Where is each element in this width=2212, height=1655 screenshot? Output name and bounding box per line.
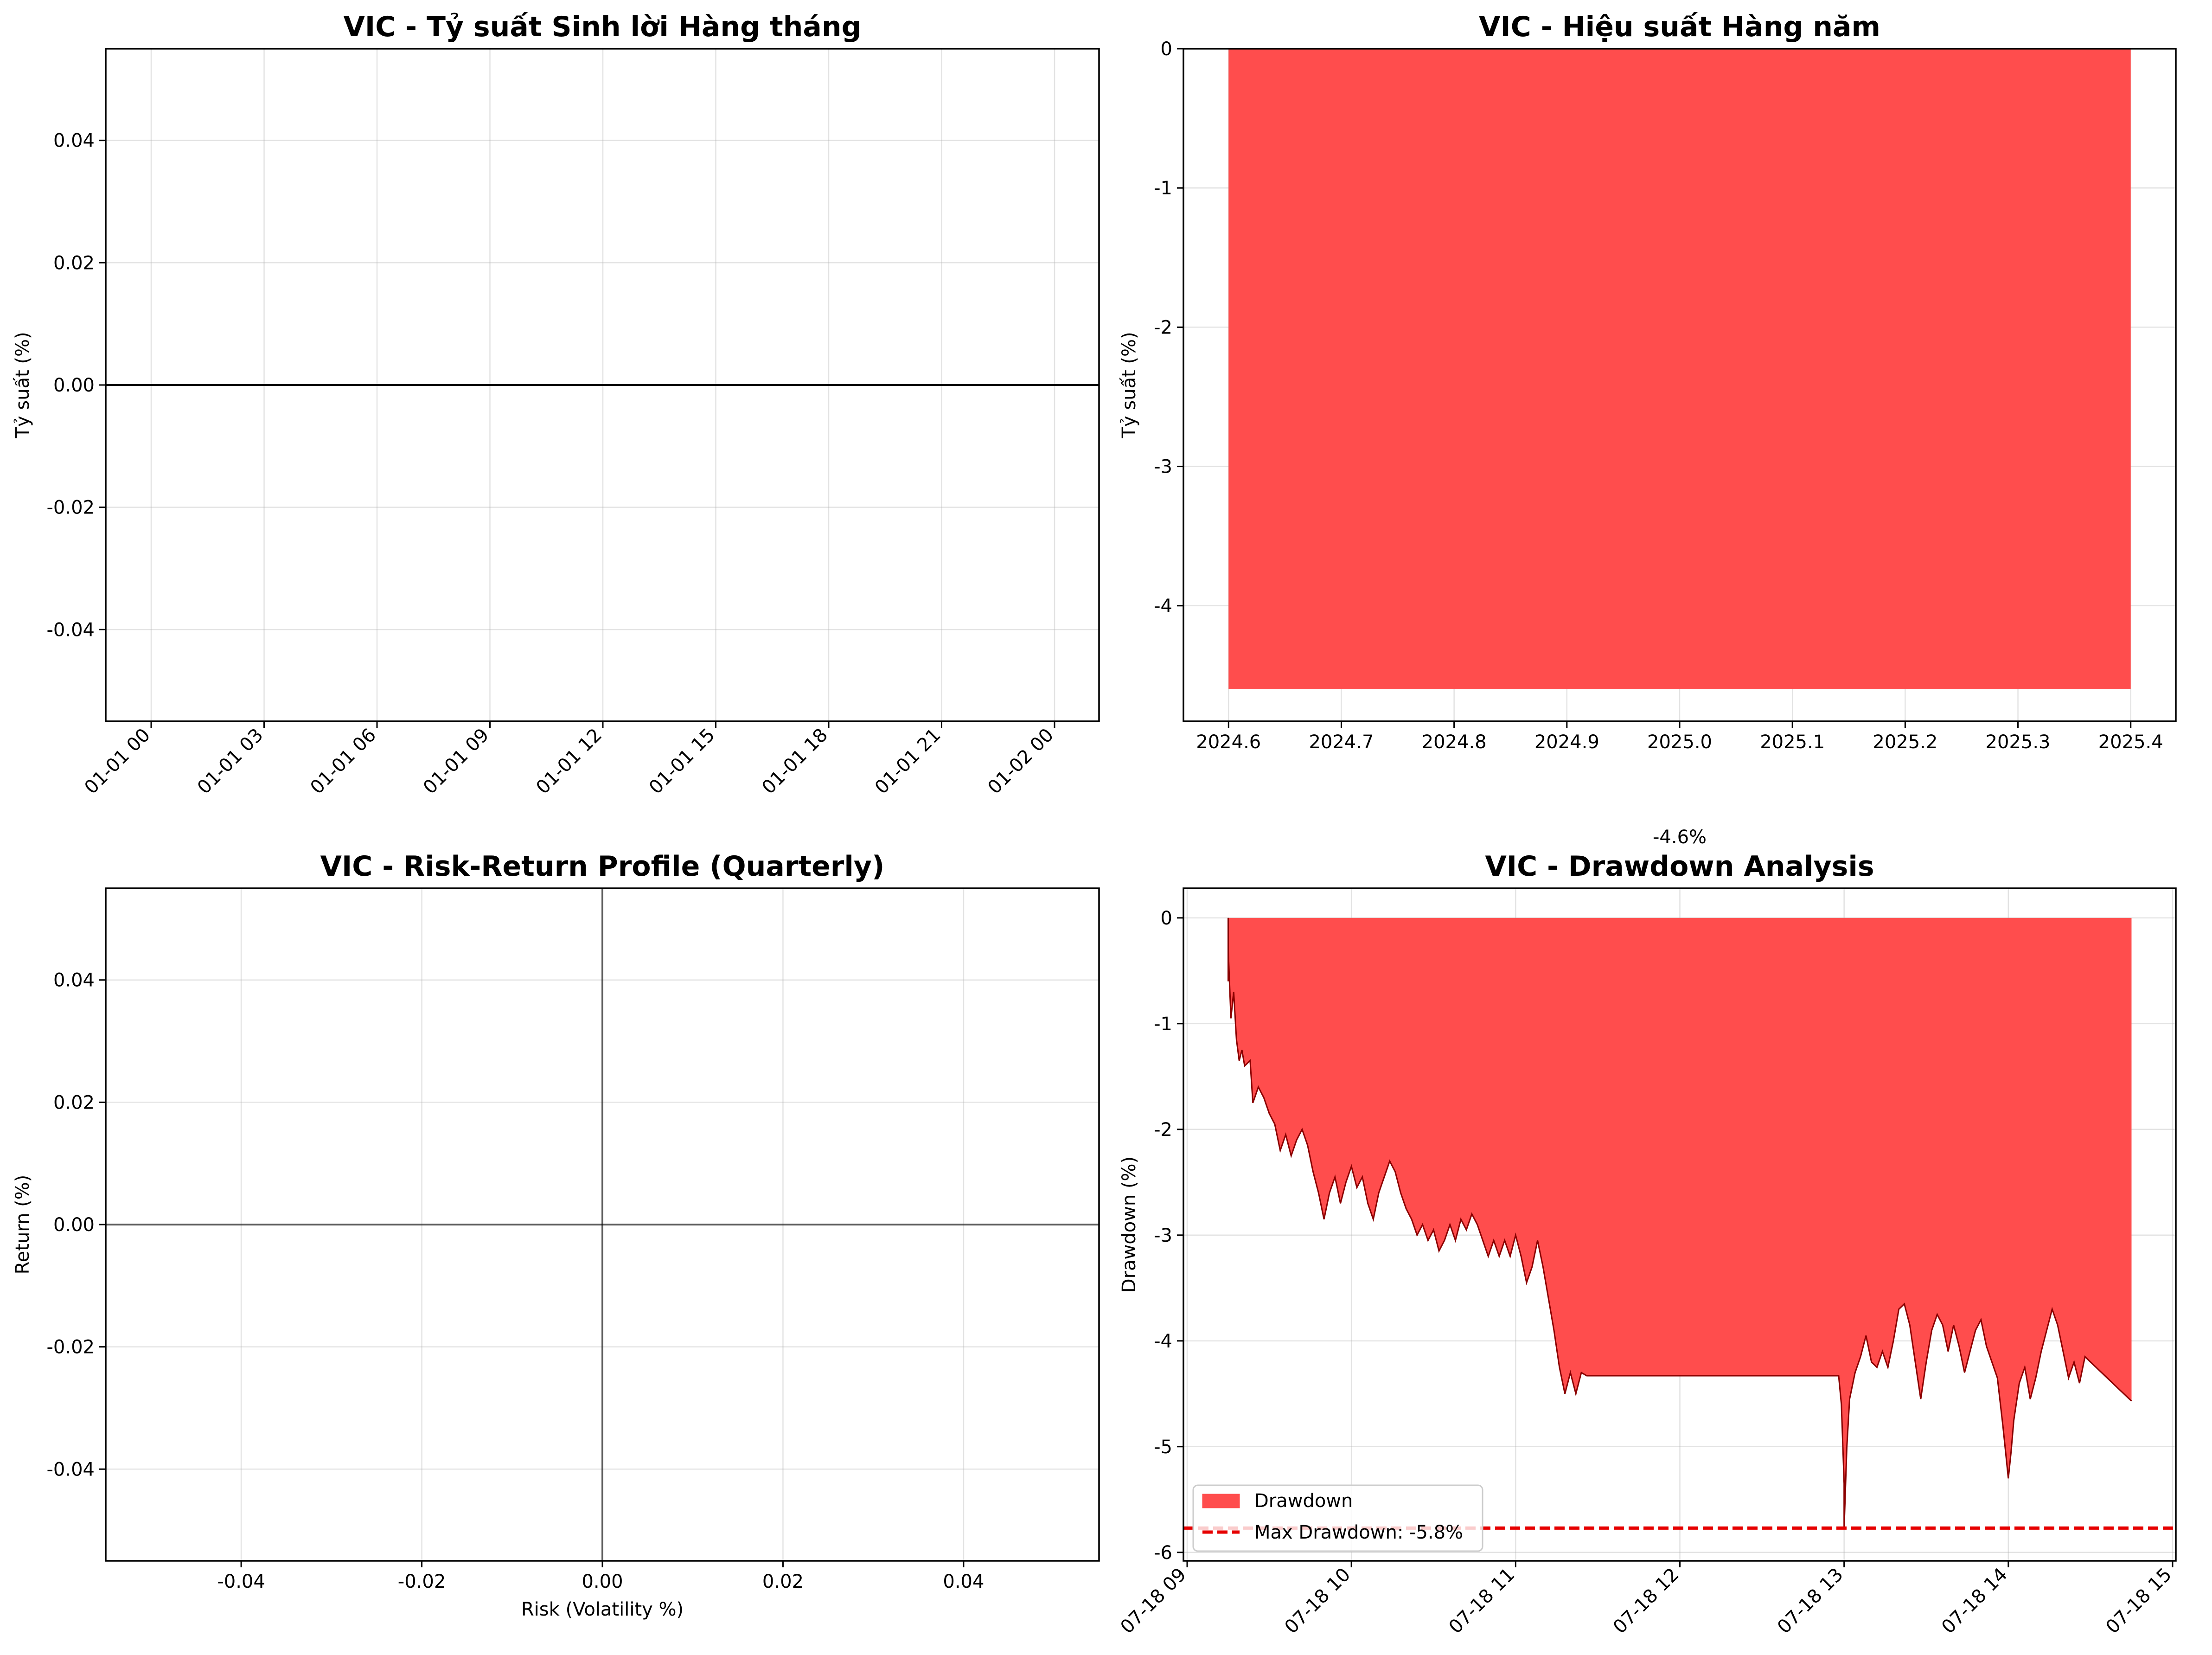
ytick-label: -3 bbox=[1154, 456, 1172, 478]
xtick-label: 01-01 18 bbox=[758, 725, 832, 799]
xtick-label: 01-01 03 bbox=[193, 725, 268, 799]
annual-bar bbox=[1228, 49, 2131, 689]
xtick-label: 07-18 11 bbox=[1445, 1564, 1519, 1638]
xtick-label: 01-01 12 bbox=[532, 725, 606, 799]
ytick-label: 0.04 bbox=[53, 130, 95, 152]
annual-ylabel: Tỷ suất (%) bbox=[1119, 332, 1140, 438]
xtick-label: 01-01 00 bbox=[80, 725, 154, 799]
xtick-label: 2024.6 bbox=[1196, 731, 1261, 753]
drawdown-ylabel: Drawdown (%) bbox=[1119, 1156, 1140, 1293]
riskreturn-ylabel: Return (%) bbox=[12, 1175, 33, 1275]
monthly-title: VIC - Tỷ suất Sinh lời Hàng tháng bbox=[343, 11, 861, 43]
legend-label-max-drawdown: Max Drawdown: -5.8% bbox=[1254, 1522, 1463, 1543]
ytick-label: 0.02 bbox=[53, 1092, 95, 1113]
xtick-label: 07-18 14 bbox=[1937, 1564, 2012, 1638]
ytick-label: 0.00 bbox=[53, 375, 95, 396]
xtick-label: 07-18 13 bbox=[1773, 1564, 1848, 1638]
ytick-label: -0.04 bbox=[47, 619, 95, 641]
xtick-label: -0.02 bbox=[398, 1571, 446, 1592]
drawdown-area bbox=[1228, 917, 2132, 1528]
xtick-label: 01-01 21 bbox=[871, 725, 945, 799]
xtick-label: 01-01 09 bbox=[419, 725, 493, 799]
xtick-label: 07-18 10 bbox=[1281, 1564, 1355, 1638]
ytick-label: 0.00 bbox=[53, 1214, 95, 1236]
riskreturn-ticks: 0.04 0.02 0.00 -0.02 -0.04 -0.04 -0.02 0.00 0.02… bbox=[47, 970, 985, 1592]
xtick-label: 2024.8 bbox=[1422, 731, 1487, 753]
xtick-label: 0.00 bbox=[582, 1571, 623, 1592]
xtick-label: 2025.2 bbox=[1873, 731, 1937, 753]
annual-ticks: 0 -1 -2 -3 -4 2024.6 2024.7 2024.8 2024.9 2025.0 2… bbox=[1154, 38, 2163, 753]
xtick-label: -0.04 bbox=[217, 1571, 265, 1592]
ytick-label: -3 bbox=[1154, 1225, 1172, 1246]
xtick-label: 2024.9 bbox=[1534, 731, 1599, 753]
drawdown-line bbox=[1227, 917, 2132, 1528]
annual-marks bbox=[1228, 49, 2131, 689]
xtick-label: 2024.7 bbox=[1309, 731, 1374, 753]
ytick-label: 0 bbox=[1161, 908, 1172, 929]
xtick-label: 01-01 06 bbox=[306, 725, 380, 799]
monthly-ylabel: Tỷ suất (%) bbox=[12, 332, 33, 438]
ytick-label: -2 bbox=[1154, 317, 1172, 338]
xtick-label: 0.02 bbox=[762, 1571, 804, 1592]
ytick-label: -1 bbox=[1154, 1014, 1172, 1035]
riskreturn-title: VIC - Risk-Return Profile (Quarterly) bbox=[320, 850, 885, 883]
ytick-label: -5 bbox=[1154, 1437, 1172, 1458]
xtick-label: 01-02 00 bbox=[984, 725, 1058, 799]
ytick-label: 0 bbox=[1161, 38, 1172, 60]
ytick-label: -4 bbox=[1154, 1331, 1172, 1352]
xtick-label: 07-18 09 bbox=[1116, 1564, 1190, 1638]
ytick-label: 0.04 bbox=[53, 970, 95, 991]
annual-title: VIC - Hiệu suất Hàng năm bbox=[1479, 11, 1880, 43]
xtick-label: 01-01 15 bbox=[645, 725, 719, 799]
riskreturn-marks bbox=[106, 888, 1099, 1561]
ytick-label: -2 bbox=[1154, 1119, 1172, 1141]
ytick-label: -0.02 bbox=[47, 1337, 95, 1358]
xtick-label: 2025.1 bbox=[1760, 731, 1825, 753]
ytick-label: -0.02 bbox=[47, 497, 95, 519]
annual-bar-value-label: -4.6% bbox=[1653, 827, 1707, 848]
xtick-label: 07-18 15 bbox=[2102, 1564, 2176, 1638]
panel-risk-return: VIC - Risk-Return Profile (Quarterly) 0.… bbox=[12, 850, 1100, 1620]
legend-box bbox=[1192, 1484, 1483, 1552]
monthly-ticks: 0.04 0.02 0.00 -0.02 -0.04 01-01 00 01-01 03 01… bbox=[47, 130, 1058, 799]
panel-annual-performance: VIC - Hiệu suất Hàng năm 0 -1 -2 -3 -4 2024.6… bbox=[1119, 11, 2177, 848]
riskreturn-xlabel: Risk (Volatility %) bbox=[521, 1599, 684, 1620]
ytick-label: -0.04 bbox=[47, 1459, 95, 1480]
legend-label-drawdown: Drawdown bbox=[1254, 1490, 1353, 1512]
ytick-label: -4 bbox=[1154, 596, 1172, 617]
legend-swatch-drawdown bbox=[1202, 1494, 1240, 1508]
ytick-label: 0.02 bbox=[53, 252, 95, 274]
xtick-label: 2025.3 bbox=[1986, 731, 2051, 753]
panel-monthly-returns: VIC - Tỷ suất Sinh lời Hàng tháng 0.040.… bbox=[12, 11, 1100, 799]
xtick-label: 2025.4 bbox=[2098, 731, 2163, 753]
xtick-label: 2025.0 bbox=[1647, 731, 1712, 753]
panel-drawdown: VIC - Drawdown Analysis 0-1-2-3-4-5-607-… bbox=[1116, 850, 2177, 1638]
drawdown-title: VIC - Drawdown Analysis bbox=[1485, 850, 1874, 883]
ytick-label: -1 bbox=[1154, 178, 1172, 199]
xtick-label: 07-18 12 bbox=[1609, 1564, 1683, 1638]
ytick-label: -6 bbox=[1154, 1542, 1172, 1564]
drawdown-legend: Drawdown Max Drawdown: -5.8% bbox=[1192, 1484, 1483, 1552]
xtick-label: 0.04 bbox=[943, 1571, 984, 1592]
